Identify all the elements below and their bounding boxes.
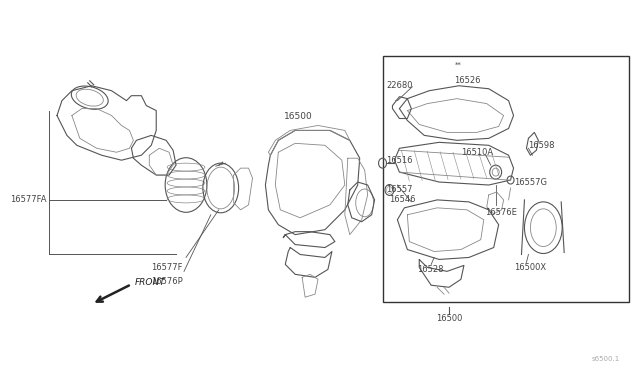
Text: 16576P: 16576P [151, 277, 183, 286]
Text: 22680: 22680 [387, 81, 413, 90]
Text: 16500: 16500 [436, 314, 462, 324]
Text: 16557: 16557 [387, 186, 413, 195]
Text: 16510A: 16510A [461, 148, 493, 157]
Text: 16576E: 16576E [484, 208, 516, 217]
Text: s6500.1: s6500.1 [591, 356, 620, 362]
Text: 16577F: 16577F [151, 263, 183, 272]
Text: 16526: 16526 [454, 76, 481, 85]
Text: 16500: 16500 [284, 112, 312, 121]
Text: 16598: 16598 [529, 141, 555, 150]
Bar [383, 56, 628, 302]
Text: 16557G: 16557G [515, 177, 548, 186]
Text: 16546: 16546 [390, 195, 416, 204]
Text: 16516: 16516 [387, 156, 413, 165]
Text: 16500X: 16500X [515, 263, 547, 272]
Text: FRONT: FRONT [134, 278, 165, 287]
Text: 16577FA: 16577FA [10, 195, 47, 204]
Text: **: ** [455, 62, 461, 68]
Text: 16528: 16528 [417, 265, 444, 274]
